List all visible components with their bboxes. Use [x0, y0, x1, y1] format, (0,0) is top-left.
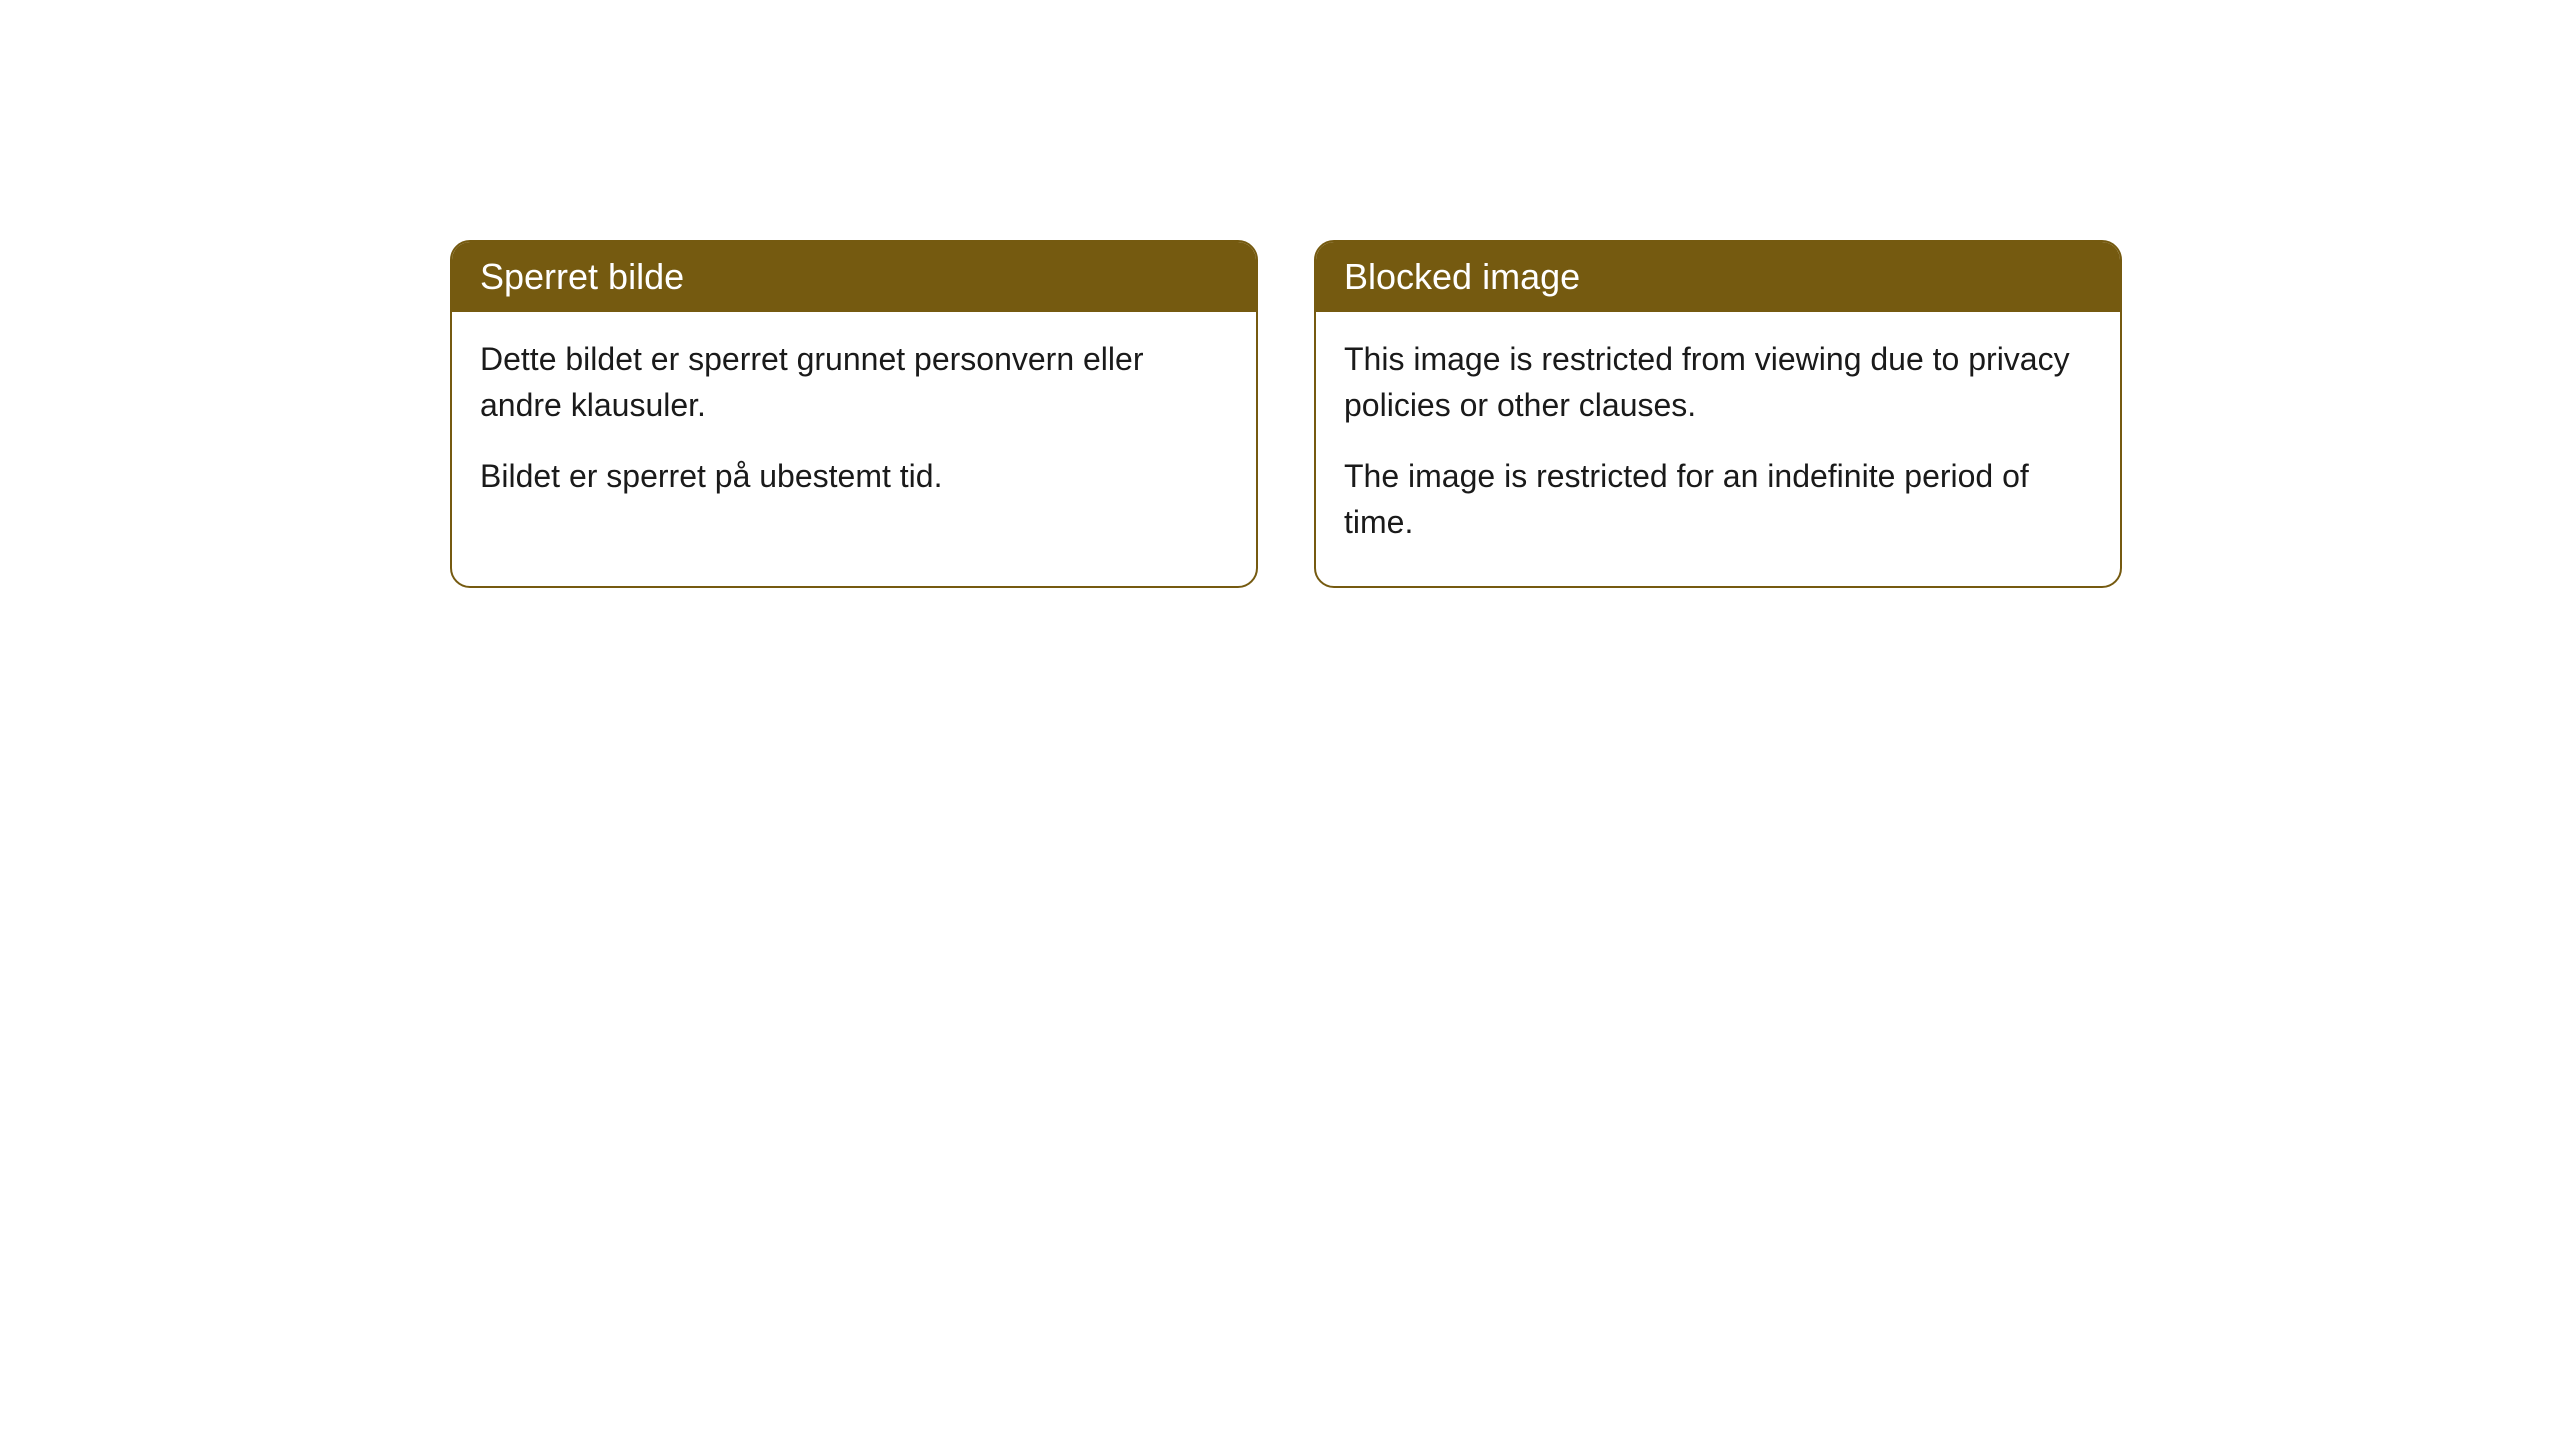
- card-header-english: Blocked image: [1316, 242, 2120, 312]
- card-paragraph: This image is restricted from viewing du…: [1344, 336, 2092, 429]
- card-body-norwegian: Dette bildet er sperret grunnet personve…: [452, 312, 1256, 539]
- card-paragraph: The image is restricted for an indefinit…: [1344, 453, 2092, 546]
- card-title: Blocked image: [1344, 256, 1580, 297]
- card-paragraph: Bildet er sperret på ubestemt tid.: [480, 453, 1228, 499]
- blocked-image-card-english: Blocked image This image is restricted f…: [1314, 240, 2122, 588]
- card-header-norwegian: Sperret bilde: [452, 242, 1256, 312]
- card-paragraph: Dette bildet er sperret grunnet personve…: [480, 336, 1228, 429]
- blocked-image-card-norwegian: Sperret bilde Dette bildet er sperret gr…: [450, 240, 1258, 588]
- card-title: Sperret bilde: [480, 256, 684, 297]
- card-body-english: This image is restricted from viewing du…: [1316, 312, 2120, 586]
- notice-cards-container: Sperret bilde Dette bildet er sperret gr…: [450, 240, 2122, 588]
